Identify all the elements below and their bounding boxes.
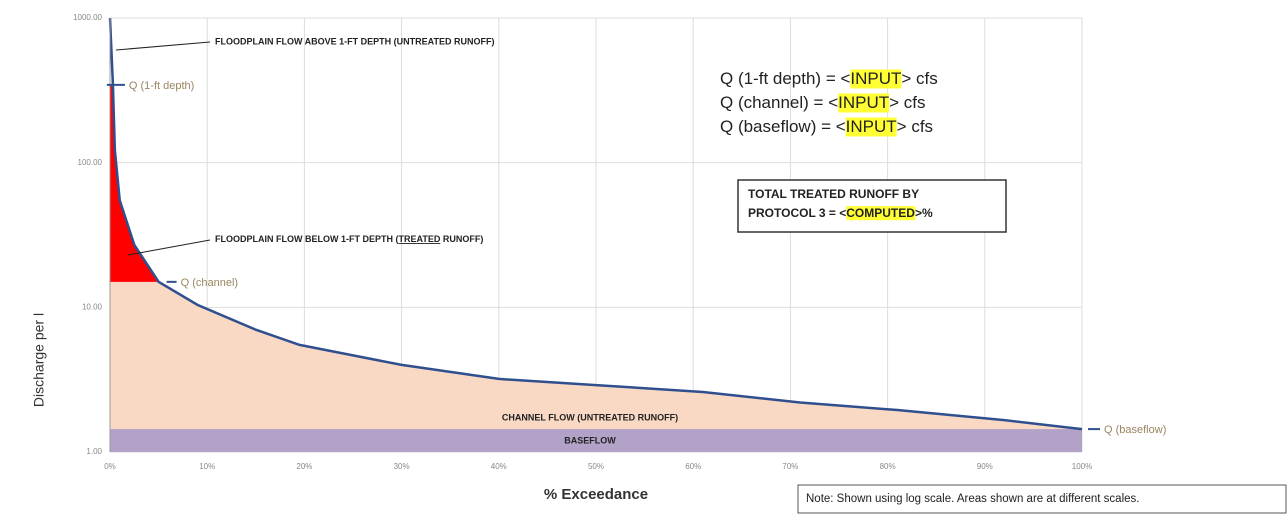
x-tick-label: 70%	[782, 462, 798, 471]
x-tick-label: 80%	[880, 462, 896, 471]
formula-part: Q (channel) = <	[720, 93, 838, 112]
formula-part: Q (1-ft depth) = <	[720, 69, 850, 88]
result-text: TOTAL TREATED RUNOFF BY	[748, 187, 919, 201]
y-tick-label: 10.00	[82, 302, 103, 311]
x-tick-label: 10%	[199, 462, 215, 471]
y-tick-label: 1000.00	[73, 13, 102, 22]
formula-part: > cfs	[889, 93, 925, 112]
arrow	[116, 42, 210, 50]
marker-label: Q (baseflow)	[1104, 424, 1166, 436]
y-tick-label: 100.00	[78, 158, 103, 167]
formula-part: > cfs	[897, 117, 933, 136]
y-tick-label: 1.00	[86, 447, 102, 456]
x-tick-label: 90%	[977, 462, 993, 471]
formula: Q (channel) = <INPUT> cfs	[720, 93, 926, 112]
arrow	[128, 240, 210, 255]
annotation: BASEFLOW	[564, 435, 616, 445]
formula-part: INPUT	[838, 93, 889, 112]
result-part: >%	[915, 206, 933, 220]
formula-part: INPUT	[850, 69, 901, 88]
annotation: CHANNEL FLOW (UNTREATED RUNOFF)	[502, 412, 678, 422]
annotation-part: RUNOFF)	[440, 234, 483, 244]
x-tick-label: 30%	[394, 462, 410, 471]
x-tick-label: 40%	[491, 462, 507, 471]
chart: Discharge per l % Exceedance TOTAL TREAT…	[0, 0, 1288, 516]
x-tick-label: 60%	[685, 462, 701, 471]
formula: Q (baseflow) = <INPUT> cfs	[720, 117, 933, 136]
result-part: COMPUTED	[846, 206, 915, 220]
y-axis-label: Discharge per l	[31, 313, 47, 407]
formula-part: Q (baseflow) = <	[720, 117, 846, 136]
annotation: FLOODPLAIN FLOW ABOVE 1-FT DEPTH (UNTREA…	[215, 36, 494, 46]
x-axis-label: % Exceedance	[544, 486, 648, 503]
result-part: PROTOCOL 3 = <	[748, 206, 846, 220]
annotation: FLOODPLAIN FLOW BELOW 1-FT DEPTH (TREATE…	[215, 234, 483, 244]
annotation-part: TREATED	[398, 234, 440, 244]
note: Note: Shown using log scale. Areas shown…	[806, 493, 1139, 505]
formula: Q (1-ft depth) = <INPUT> cfs	[720, 69, 938, 88]
x-tick-label: 100%	[1072, 462, 1092, 471]
formula-part: INPUT	[846, 117, 897, 136]
formula-part: > cfs	[901, 69, 937, 88]
result-text: PROTOCOL 3 = <COMPUTED>%	[748, 206, 933, 220]
marker-label: Q (1-ft depth)	[129, 80, 194, 92]
marker-label: Q (channel)	[181, 277, 238, 289]
x-tick-label: 20%	[296, 462, 312, 471]
annotation-part: FLOODPLAIN FLOW BELOW 1-FT DEPTH (	[215, 234, 398, 244]
x-tick-label: 50%	[588, 462, 604, 471]
x-tick-label: 0%	[104, 462, 116, 471]
